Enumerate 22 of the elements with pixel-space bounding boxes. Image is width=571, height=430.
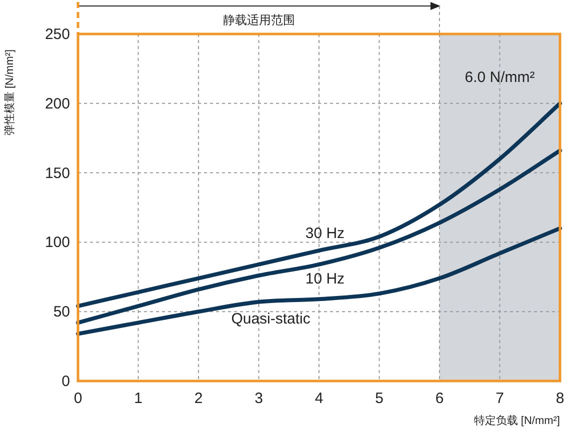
- band-label: 6.0 N/mm²: [464, 69, 535, 86]
- y-tick-label: 0: [62, 373, 70, 390]
- x-tick-label: 3: [254, 390, 263, 407]
- x-axis-title: 特定负载 [N/mm²]: [474, 414, 560, 427]
- series-label: 10 Hz: [305, 270, 345, 288]
- y-tick-label: 50: [53, 304, 70, 321]
- x-tick-label: 8: [556, 390, 564, 407]
- y-tick-label: 250: [44, 26, 70, 43]
- y-tick-label: 150: [44, 164, 70, 182]
- y-tick-label: 100: [44, 234, 70, 252]
- x-tick-label: 5: [375, 390, 384, 407]
- series-label: Quasi-static: [231, 310, 311, 328]
- x-tick-label: 1: [134, 390, 142, 407]
- y-tick-label: 200: [44, 95, 70, 112]
- x-tick-label: 2: [194, 390, 203, 407]
- x-tick-label: 4: [314, 390, 324, 407]
- x-tick-label: 7: [496, 390, 504, 407]
- x-tick-label: 0: [74, 390, 82, 407]
- x-tick-label: 6: [435, 390, 444, 407]
- text: 静载适用范围: [222, 13, 295, 27]
- series-label: 30 Hz: [305, 224, 345, 242]
- y-axis-title: 弹性模量 [N/mm²]: [3, 49, 16, 136]
